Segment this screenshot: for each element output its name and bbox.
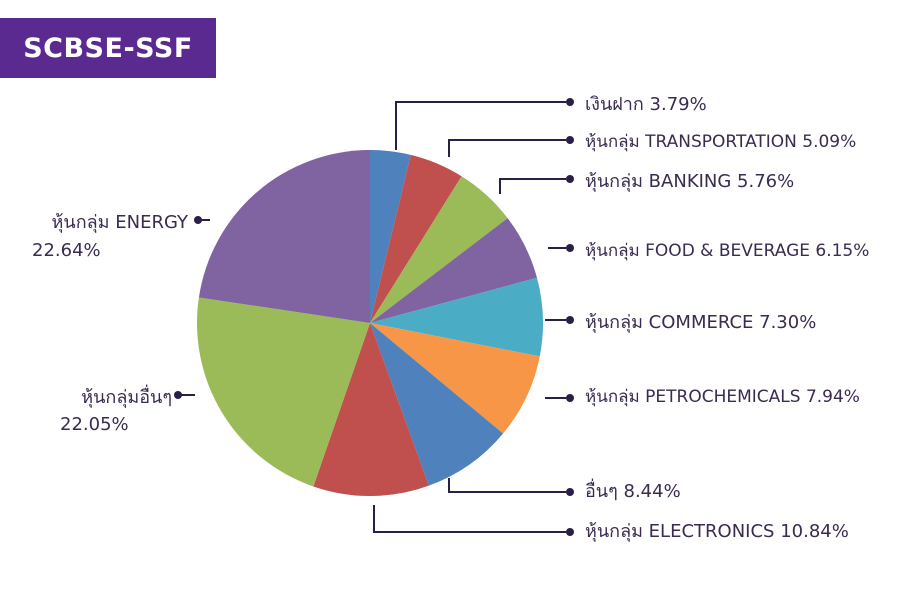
chart-title-badge: SCBSE-SSF xyxy=(0,18,216,78)
pie-slices xyxy=(197,150,543,496)
slice-labels: เงินฝาก 3.79% หุ้นกลุ่ม TRANSPORTATION 5.… xyxy=(32,94,869,542)
pie-slice-2 xyxy=(370,176,508,323)
slice-label-9-value: 22.64% xyxy=(32,240,101,261)
pie-slice-3 xyxy=(370,218,537,323)
leader-line-7 xyxy=(373,505,566,533)
pie-slice-9 xyxy=(198,150,370,323)
slice-label-0: เงินฝาก 3.79% xyxy=(585,94,707,115)
leader-dot-8 xyxy=(174,391,182,399)
leader-dot-1 xyxy=(566,136,574,144)
leader-dot-0 xyxy=(566,98,574,106)
slice-label-4: หุ้นกลุ่ม COMMERCE 7.30% xyxy=(585,312,816,333)
pie-slice-4 xyxy=(370,277,543,357)
pie-slice-5 xyxy=(370,323,540,434)
leader-dot-3 xyxy=(566,244,574,252)
pie-slice-8 xyxy=(197,297,370,487)
slice-label-7: หุ้นกลุ่ม ELECTRONICS 10.84% xyxy=(585,521,849,542)
slice-label-2: หุ้นกลุ่ม BANKING 5.76% xyxy=(585,171,794,192)
pie-slice-7 xyxy=(313,323,429,496)
leader-lines xyxy=(174,98,574,536)
slice-label-9-name: หุ้นกลุ่ม ENERGY xyxy=(52,212,189,233)
leader-line-1 xyxy=(448,139,566,157)
leader-dot-6 xyxy=(566,488,574,496)
leader-dot-4 xyxy=(566,316,574,324)
leader-line-6 xyxy=(448,478,566,493)
slice-label-5: หุ้นกลุ่ม PETROCHEMICALS 7.94% xyxy=(585,387,860,407)
leader-dot-9 xyxy=(194,216,202,224)
leader-dot-2 xyxy=(566,175,574,183)
slice-label-8-value: 22.05% xyxy=(60,414,129,435)
slice-label-6: อื่นๆ 8.44% xyxy=(585,478,681,502)
pie-slice-1 xyxy=(370,154,462,323)
leader-dot-7 xyxy=(566,528,574,536)
leader-dot-5 xyxy=(566,394,574,402)
slice-label-1: หุ้นกลุ่ม TRANSPORTATION 5.09% xyxy=(585,132,856,152)
slice-label-3: หุ้นกลุ่ม FOOD & BEVERAGE 6.15% xyxy=(585,241,869,261)
leader-line-0 xyxy=(395,101,566,150)
leader-line-2 xyxy=(499,178,566,194)
pie-slice-6 xyxy=(370,323,504,486)
slice-label-8-name: หุ้นกลุ่มอื่นๆ xyxy=(81,384,172,408)
pie-slice-0 xyxy=(370,150,411,323)
